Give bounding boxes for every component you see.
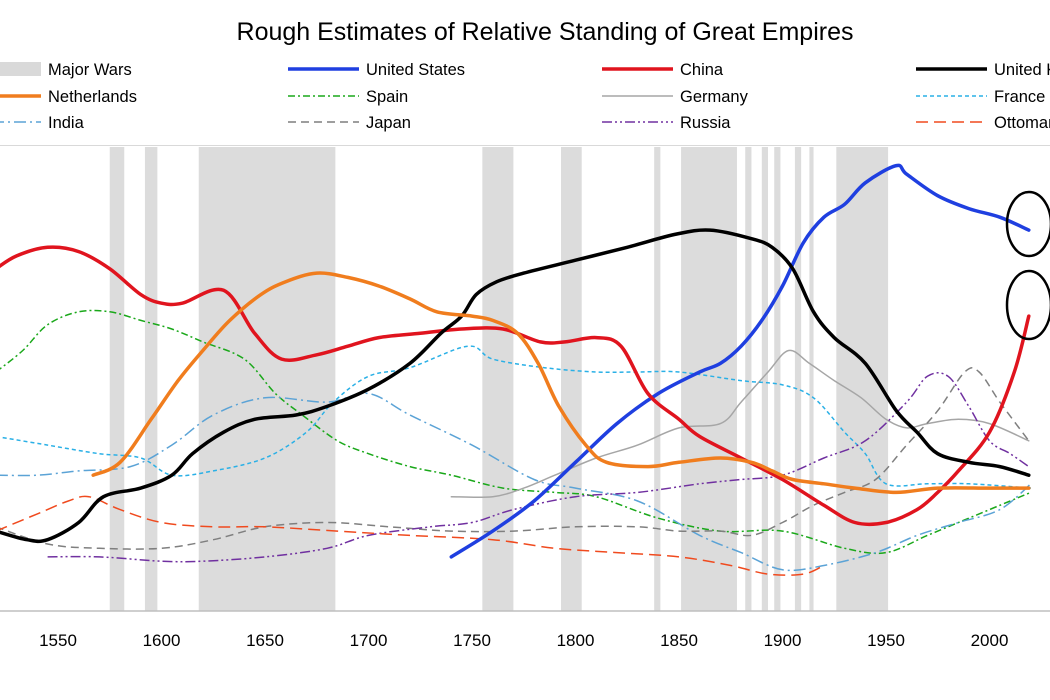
legend-label-netherlands: Netherlands — [48, 88, 137, 106]
legend-label-spain: Spain — [366, 88, 408, 106]
legend-label-russia: Russia — [680, 114, 731, 132]
legend-label-germany: Germany — [680, 88, 749, 106]
war-band-6 — [681, 147, 737, 611]
series-line-ottoman-empire — [0, 495, 825, 576]
legend-label-japan: Japan — [366, 114, 411, 132]
legend-item-netherlands: Netherlands — [0, 88, 137, 106]
legend-label-ottoman-empire: Ottoman Empire — [994, 114, 1050, 132]
legend-label-india: India — [48, 114, 85, 132]
series-line-france — [0, 345, 1031, 489]
legend-item-spain: Spain — [288, 88, 408, 106]
x-tick-label-1950: 1950 — [867, 631, 905, 650]
legend-item-united-kingdom: United Kingdom — [916, 61, 1050, 79]
war-band-5 — [654, 147, 661, 611]
legend-item-india: India — [0, 114, 85, 132]
series-lines — [0, 163, 1032, 576]
series-line-united-kingdom — [0, 228, 1031, 544]
series-line-india — [0, 392, 1032, 572]
legend-item-united-states: United States — [288, 61, 465, 79]
war-band-8 — [761, 147, 769, 611]
legend-swatch-major-wars — [0, 62, 41, 76]
series-line-russia — [47, 372, 1030, 563]
legend-item-russia: Russia — [602, 114, 731, 132]
x-tick-label-1650: 1650 — [246, 631, 284, 650]
war-band-7 — [745, 147, 752, 611]
war-band-9 — [774, 147, 781, 611]
series-line-germany — [450, 349, 1030, 499]
legend-item-major-wars: Major Wars — [0, 61, 132, 79]
series-line-japan — [0, 366, 1030, 550]
war-band-2 — [198, 147, 336, 611]
x-tick-label-2000: 2000 — [971, 631, 1009, 650]
legend-label-united-states: United States — [366, 61, 465, 79]
legend-item-france: France — [916, 88, 1045, 106]
legend-label-united-kingdom: United Kingdom — [994, 61, 1050, 79]
annotation-circles — [1005, 190, 1050, 341]
annotation-circle-us — [1005, 190, 1050, 258]
legend-item-china: China — [602, 61, 724, 79]
legend-label-france: France — [994, 88, 1045, 106]
legend-item-japan: Japan — [288, 114, 411, 132]
legend-item-germany: Germany — [602, 88, 749, 106]
legend-item-ottoman-empire: Ottoman Empire — [916, 114, 1050, 132]
legend-label-major-wars: Major Wars — [48, 61, 132, 79]
war-band-1 — [144, 147, 158, 611]
war-band-11 — [809, 147, 814, 611]
war-band-10 — [794, 147, 802, 611]
chart-title: Rough Estimates of Relative Standing of … — [236, 18, 854, 46]
series-line-spain — [0, 309, 1032, 555]
x-tick-label-1850: 1850 — [660, 631, 698, 650]
x-tick-label-1900: 1900 — [764, 631, 802, 650]
legend: Major Wars United States China United Kingd… — [0, 61, 1050, 132]
war-band-0 — [109, 147, 125, 611]
x-axis-ticks: 1550 1600 1650 1700 1750 1800 1850 1900 1950 2000 — [39, 631, 1008, 650]
series-line-netherlands — [91, 271, 1031, 495]
series-line-china — [0, 245, 1031, 527]
annotation-circle-china — [1005, 269, 1050, 341]
x-tick-label-1750: 1750 — [453, 631, 491, 650]
x-tick-label-1700: 1700 — [350, 631, 388, 650]
legend-label-china: China — [680, 61, 724, 79]
series-line-united-states — [449, 163, 1031, 559]
war-band-12 — [836, 147, 889, 611]
war-bands — [109, 147, 889, 611]
x-tick-label-1550: 1550 — [39, 631, 77, 650]
war-band-4 — [561, 147, 582, 611]
x-tick-label-1600: 1600 — [143, 631, 181, 650]
x-tick-label-1800: 1800 — [557, 631, 595, 650]
